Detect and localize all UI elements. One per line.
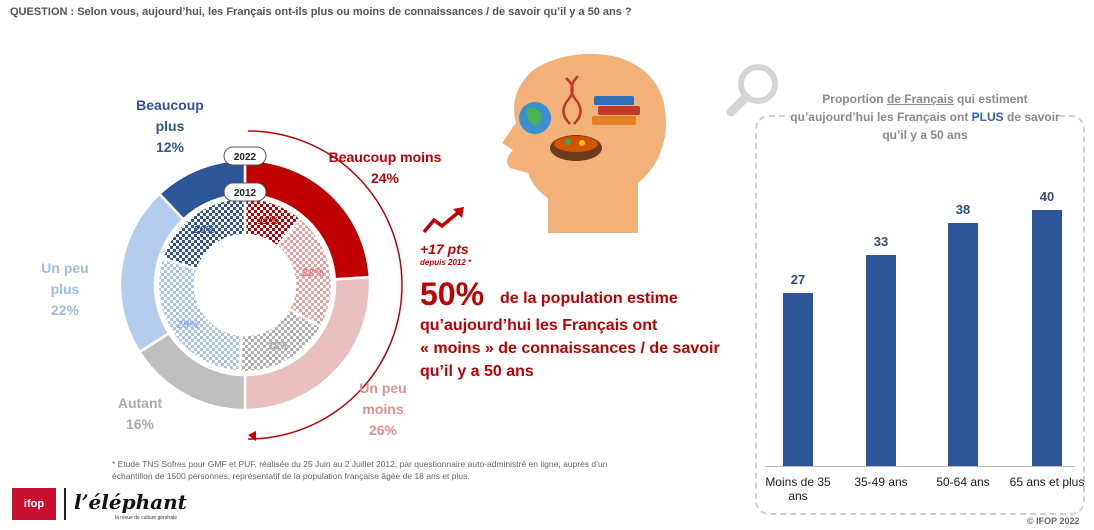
- inner-label-beaucoup-plus: 20%: [192, 224, 215, 236]
- head-illustration: [502, 53, 667, 233]
- bar-value-35-49-ans: 33: [873, 233, 889, 249]
- inner-2012-slice-un-peu-plus: [156, 256, 244, 374]
- highlight-line2: qu’aujourd’hui les Français ont: [420, 317, 658, 334]
- label-beaucoup-moins: Beaucoup moins 24%: [328, 149, 442, 186]
- highlight-line4: qu’il y a 50 ans: [420, 363, 534, 380]
- inner-label-autant: 18%: [267, 340, 289, 352]
- label-beaucoup-plus: Beaucoup plus 12%: [136, 97, 204, 155]
- trend-up-icon: [422, 207, 464, 234]
- magnifier-icon: [726, 64, 778, 117]
- year-2012-tag: [223, 182, 267, 202]
- delta-text: +17 pts: [420, 241, 469, 257]
- x-axis: [765, 466, 1075, 467]
- globe-land-icon: [526, 107, 542, 126]
- inner-label-un-peu-plus: 29%: [176, 319, 199, 331]
- bar-value-50-64-ans: 38: [955, 201, 971, 217]
- label-un-peu-plus: Un peu plus 22%: [41, 260, 89, 318]
- highlight-line1: de la population estime: [500, 290, 678, 307]
- bar-value-moins-de-35-ans: 27: [790, 272, 806, 288]
- book-icon: [592, 116, 636, 125]
- logo-divider: [64, 488, 66, 520]
- book-icon: [598, 106, 640, 115]
- elephant-logo: l’éléphant: [74, 490, 187, 514]
- delta-sub-text: depuis 2012 *: [420, 258, 472, 267]
- label-un-peu-moins: Un peu moins 26%: [359, 380, 407, 438]
- dna-icon: [562, 75, 582, 125]
- bar-65-ans-et-plus: [1032, 210, 1062, 466]
- bar-category-moins-de-35-ans: Moins de 35 ans: [765, 475, 831, 503]
- bar-category-35-49-ans: 35-49 ans: [854, 475, 908, 489]
- highlight-line3: « moins » de connaissances / de savoir: [420, 340, 720, 357]
- donut-chart: 11% 22% 18% 29% 20% 2022 2012: [118, 130, 403, 441]
- book-icon: [594, 96, 634, 105]
- bar-category-65-ans-et-plus: 65 ans et plus: [1009, 475, 1085, 489]
- big-percent: 50%: [420, 276, 485, 312]
- inner-label-un-peu-moins: 22%: [301, 267, 324, 279]
- food-icon: [554, 136, 598, 152]
- arrow-head-icon: [248, 431, 256, 441]
- bar-50-64-ans: [948, 222, 978, 466]
- footnote: * Etude TNS Sofres pour GMF et PUF, réal…: [112, 459, 608, 481]
- elephant-subtitle: la revue de culture générale: [115, 515, 177, 521]
- moins-arc-arrow: [247, 130, 403, 440]
- inner-label-beaucoup-moins: 11%: [258, 215, 279, 227]
- bar-35-49-ans: [866, 254, 896, 466]
- year-2022-label: 2022: [234, 152, 257, 163]
- bar-category-50-64-ans: 50-64 ans: [936, 475, 990, 489]
- panel-title: Proportion de Français qui estiment qu’a…: [790, 90, 1060, 144]
- question-text: QUESTION : Selon vous, aujourd’hui, les …: [10, 6, 632, 18]
- ifop-logo: ifop: [12, 488, 56, 520]
- bar-moins-de-35-ans: [783, 293, 813, 466]
- year-2012-label: 2012: [234, 188, 257, 199]
- bar-value-65-ans-et-plus: 40: [1039, 189, 1055, 204]
- label-autant: Autant 16%: [117, 395, 163, 432]
- year-2022-tag: [223, 146, 267, 166]
- copyright: © IFOP 2022: [1027, 516, 1080, 526]
